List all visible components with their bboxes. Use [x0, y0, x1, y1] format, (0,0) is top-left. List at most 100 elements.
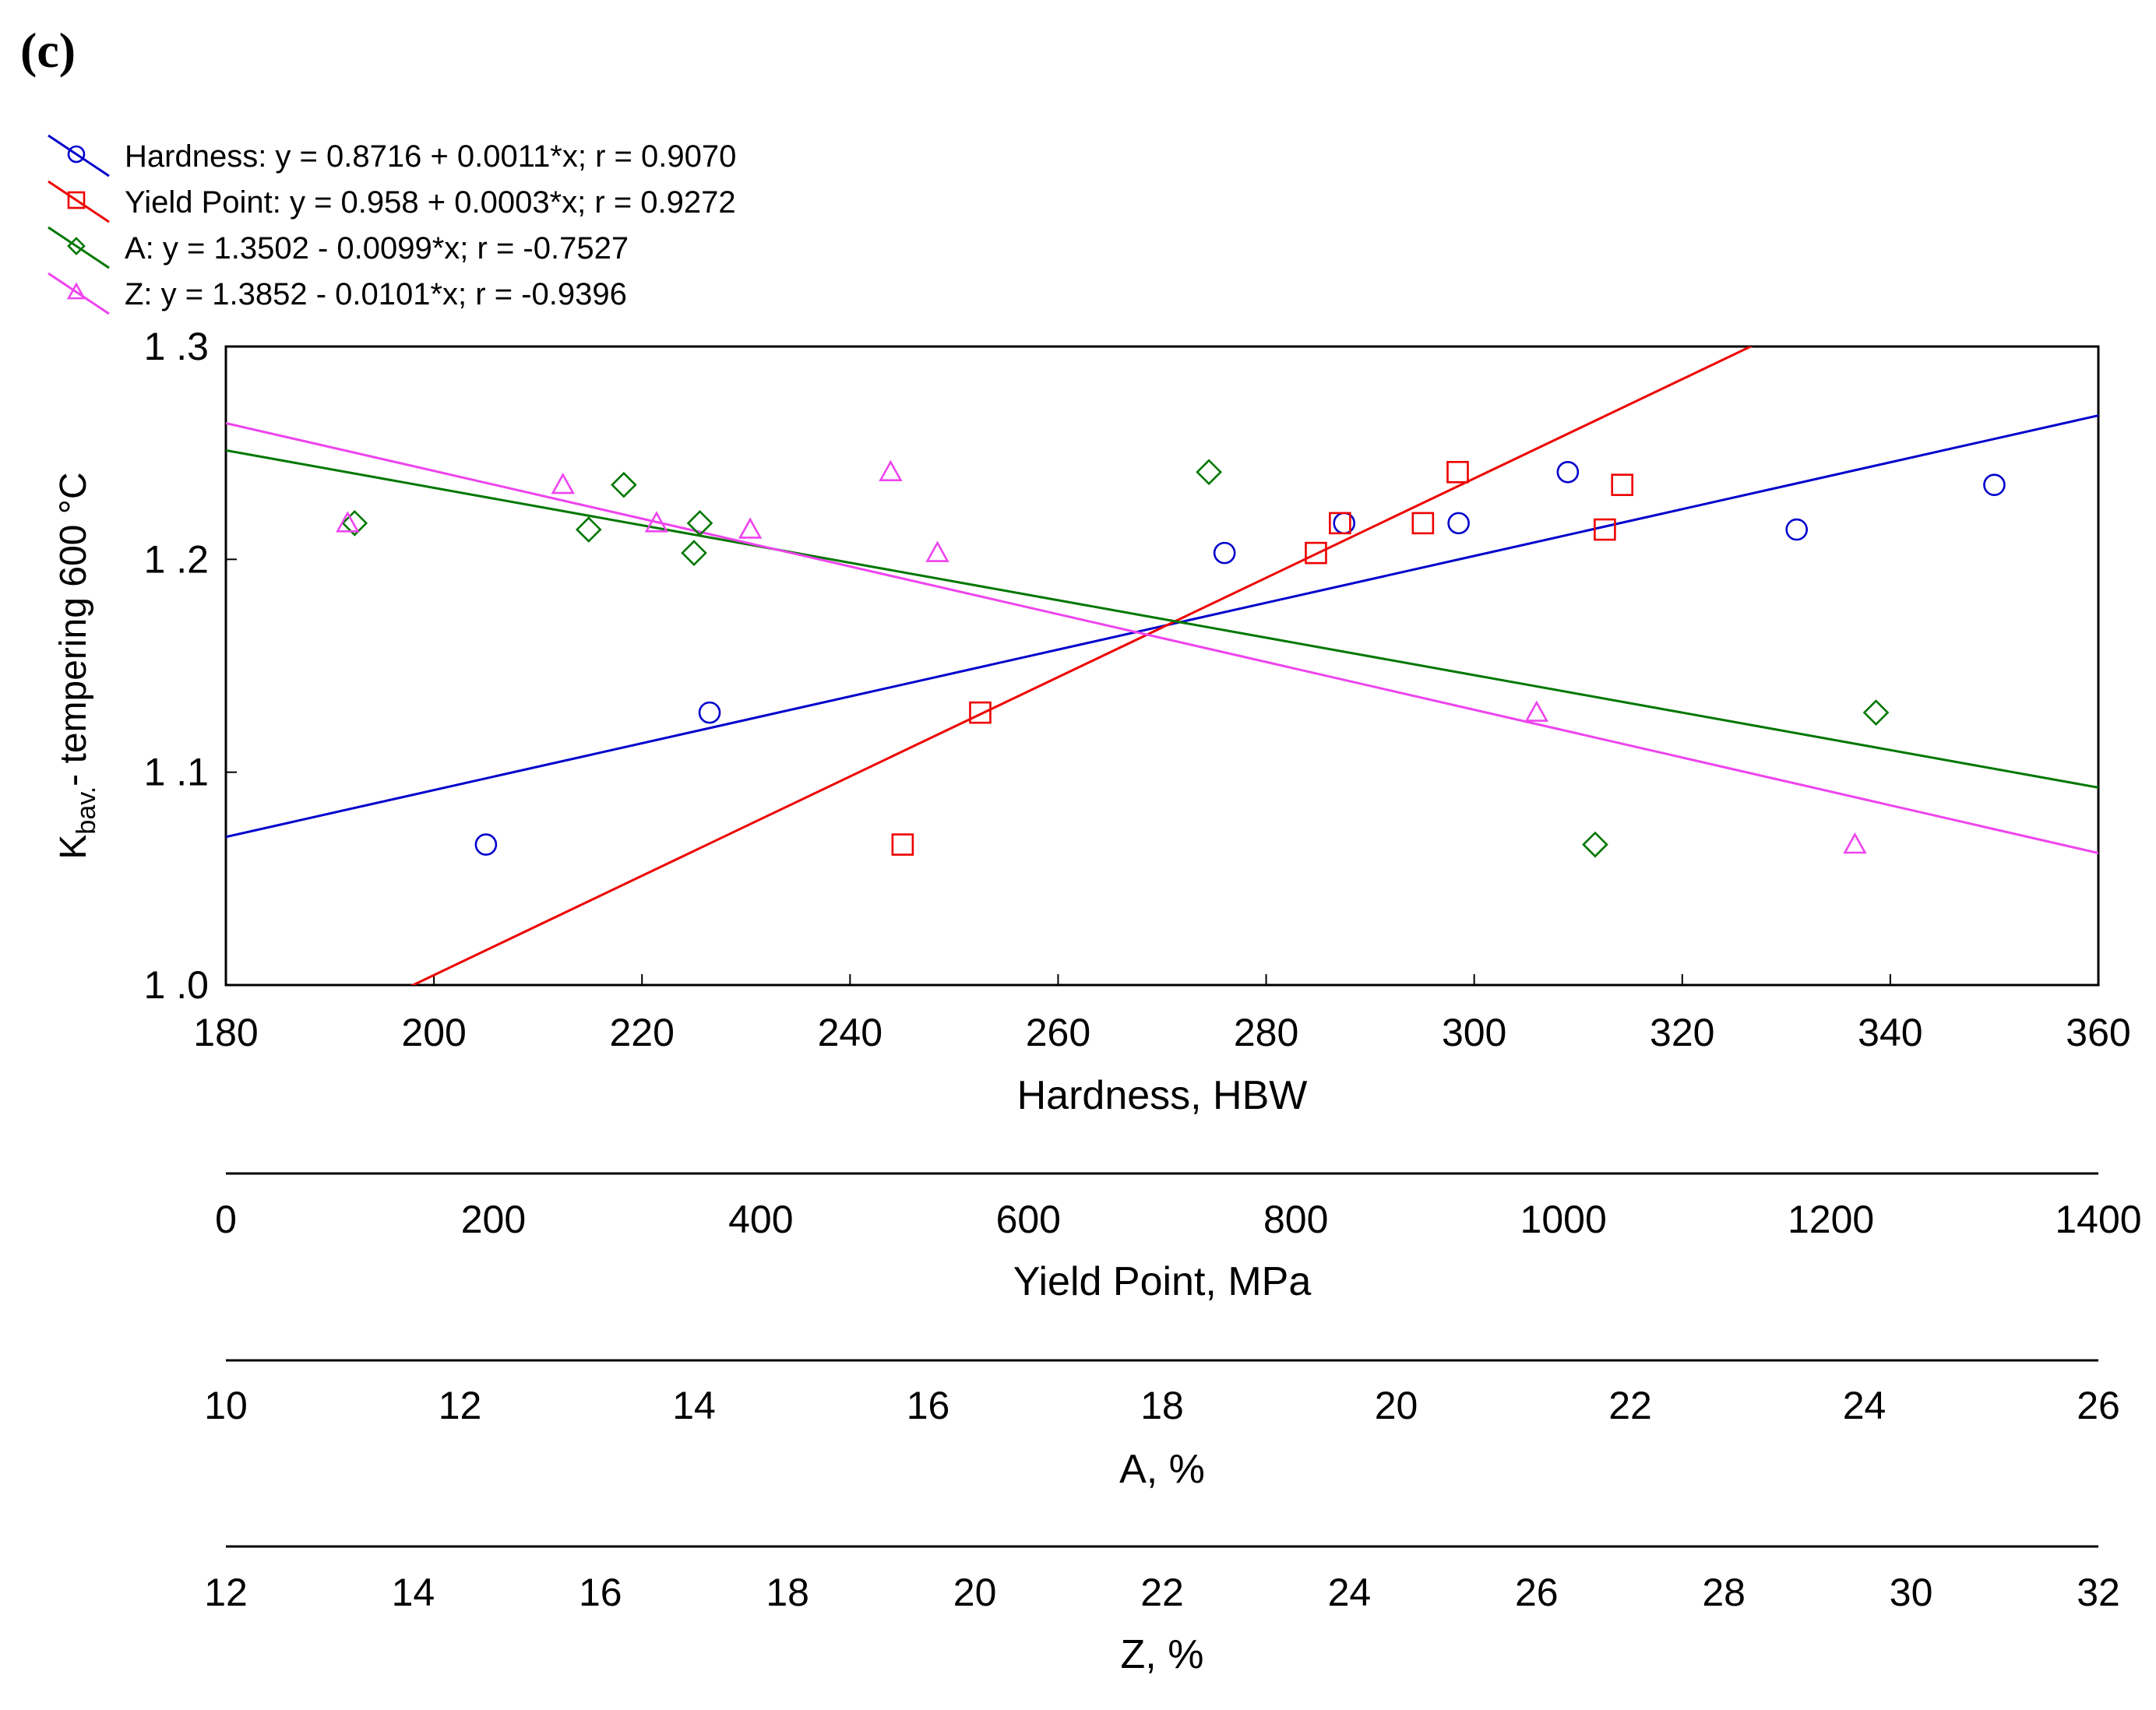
point-a	[575, 516, 602, 543]
x-tick-label-yield: 800	[1263, 1198, 1328, 1241]
point-a	[1582, 831, 1608, 858]
axis-label-yield: Yield Point, MPa	[1013, 1259, 1312, 1304]
fit-line-yield-point	[410, 347, 1754, 985]
x-tick-label-hardness: 180	[193, 1011, 258, 1054]
legend-marker	[67, 237, 86, 255]
x-tick-label-z: 24	[1328, 1571, 1372, 1614]
x-tick-label-yield: 600	[996, 1198, 1061, 1241]
x-tick-label-a: 14	[672, 1384, 716, 1427]
legend-label: Z: y = 1.3852 - 0.0101*x; r = -0.9396	[125, 277, 627, 311]
y-tick-label: 1 .1	[144, 751, 209, 794]
point-a	[341, 510, 368, 537]
point-hardness	[1983, 473, 2006, 496]
x-tick-label-a: 22	[1608, 1384, 1652, 1427]
point-yield-point	[969, 701, 992, 724]
point-z	[1524, 700, 1549, 722]
x-tick-label-a: 16	[907, 1384, 950, 1427]
fit-lines	[226, 347, 2098, 985]
point-z	[1843, 832, 1867, 854]
x-tick-label-yield: 1400	[2055, 1198, 2141, 1241]
plot-frame	[224, 345, 2100, 987]
x-tick-label-hardness: 260	[1026, 1011, 1090, 1054]
y-tick-label: 1 .2	[144, 537, 209, 581]
point-hardness	[474, 833, 498, 856]
fit-line-z	[226, 421, 2098, 854]
point-z	[879, 459, 903, 481]
point-z	[551, 472, 575, 494]
x-tick-label-z: 22	[1140, 1571, 1184, 1614]
point-yield-point	[1446, 460, 1469, 484]
x-tick-label-a: 24	[1843, 1384, 1886, 1427]
x-tick-label-z: 20	[953, 1571, 997, 1614]
point-z	[738, 517, 763, 539]
x-tick-label-a: 12	[439, 1384, 482, 1427]
fit-line-a	[226, 449, 2098, 789]
data-markers	[336, 459, 2006, 858]
point-a	[1196, 459, 1222, 486]
x-tick-label-yield: 0	[215, 1198, 237, 1241]
point-a	[611, 471, 637, 498]
x-tick-label-a: 10	[204, 1384, 248, 1427]
x-tick-label-z: 32	[2077, 1571, 2120, 1614]
point-yield-point	[1305, 541, 1327, 565]
x-tick-label-a: 18	[1140, 1384, 1184, 1427]
x-tick-label-hardness: 360	[2066, 1011, 2130, 1054]
legend-line	[48, 272, 110, 315]
point-a	[681, 540, 707, 566]
point-yield-point	[891, 833, 914, 856]
x-tick-label-yield: 1200	[1788, 1198, 1874, 1241]
legend-label: Yield Point: y = 0.958 + 0.0003*x; r = 0…	[125, 185, 736, 220]
point-hardness	[1556, 460, 1580, 484]
point-hardness	[698, 701, 721, 724]
point-hardness	[1213, 541, 1236, 565]
x-tick-label-z: 16	[579, 1571, 622, 1614]
y-tick-label: 1 .3	[144, 325, 209, 368]
axis-label-z: Z, %	[1121, 1632, 1204, 1677]
x-tick-label-hardness: 320	[1650, 1011, 1714, 1054]
legend-line	[48, 134, 110, 178]
x-tick-label-hardness: 300	[1442, 1011, 1506, 1054]
x-tick-label-yield: 400	[728, 1198, 793, 1241]
x-tick-label-a: 26	[2077, 1384, 2120, 1427]
x-tick-label-hardness: 220	[610, 1011, 675, 1054]
axis-label-a: A, %	[1119, 1447, 1205, 1492]
legend-label: Hardness: y = 0.8716 + 0.0011*x; r = 0.9…	[125, 139, 736, 174]
point-hardness	[1447, 512, 1470, 535]
x-tick-label-yield: 1000	[1520, 1198, 1607, 1241]
point-yield-point	[1329, 512, 1351, 535]
x-tick-label-hardness: 200	[401, 1011, 466, 1054]
panel-label: (c)	[20, 23, 76, 78]
point-a	[1862, 699, 1890, 726]
x-tick-label-hardness: 340	[1858, 1011, 1922, 1054]
point-a	[686, 510, 713, 537]
legend: Hardness: y = 0.8716 + 0.0011*x; r = 0.9…	[48, 134, 736, 315]
x-tick-label-z: 26	[1515, 1571, 1559, 1614]
x-tick-label-z: 30	[1890, 1571, 1933, 1614]
legend-line	[48, 226, 110, 269]
x-tick-label-a: 20	[1375, 1384, 1418, 1427]
legend-label: A: y = 1.3502 - 0.0099*x; r = -0.7527	[125, 231, 629, 266]
point-z	[925, 540, 949, 562]
point-z	[336, 511, 360, 533]
x-tick-label-z: 28	[1702, 1571, 1746, 1614]
point-z	[644, 511, 669, 533]
svg-text:Kbav.- tempering 600 °C: Kbav.- tempering 600 °C	[53, 472, 101, 859]
x-tick-label-z: 12	[204, 1571, 248, 1614]
x-tick-label-yield: 200	[461, 1198, 526, 1241]
legend-marker	[66, 282, 86, 300]
point-yield-point	[1411, 512, 1435, 535]
legend-line	[48, 180, 110, 223]
point-hardness	[1785, 518, 1808, 541]
x-tick-label-hardness: 280	[1234, 1011, 1298, 1054]
legend-marker	[67, 145, 86, 164]
axis-label-hardness: Hardness, HBW	[1017, 1073, 1308, 1118]
x-tick-label-z: 14	[392, 1571, 435, 1614]
legend-marker	[67, 191, 86, 209]
point-yield-point	[1611, 473, 1633, 496]
y-axis-label: Kbav.- tempering 600 °C	[53, 472, 101, 859]
x-tick-label-hardness: 240	[818, 1011, 882, 1054]
point-hardness	[1333, 512, 1356, 535]
x-tick-label-z: 18	[766, 1571, 809, 1614]
point-yield-point	[1594, 518, 1616, 541]
